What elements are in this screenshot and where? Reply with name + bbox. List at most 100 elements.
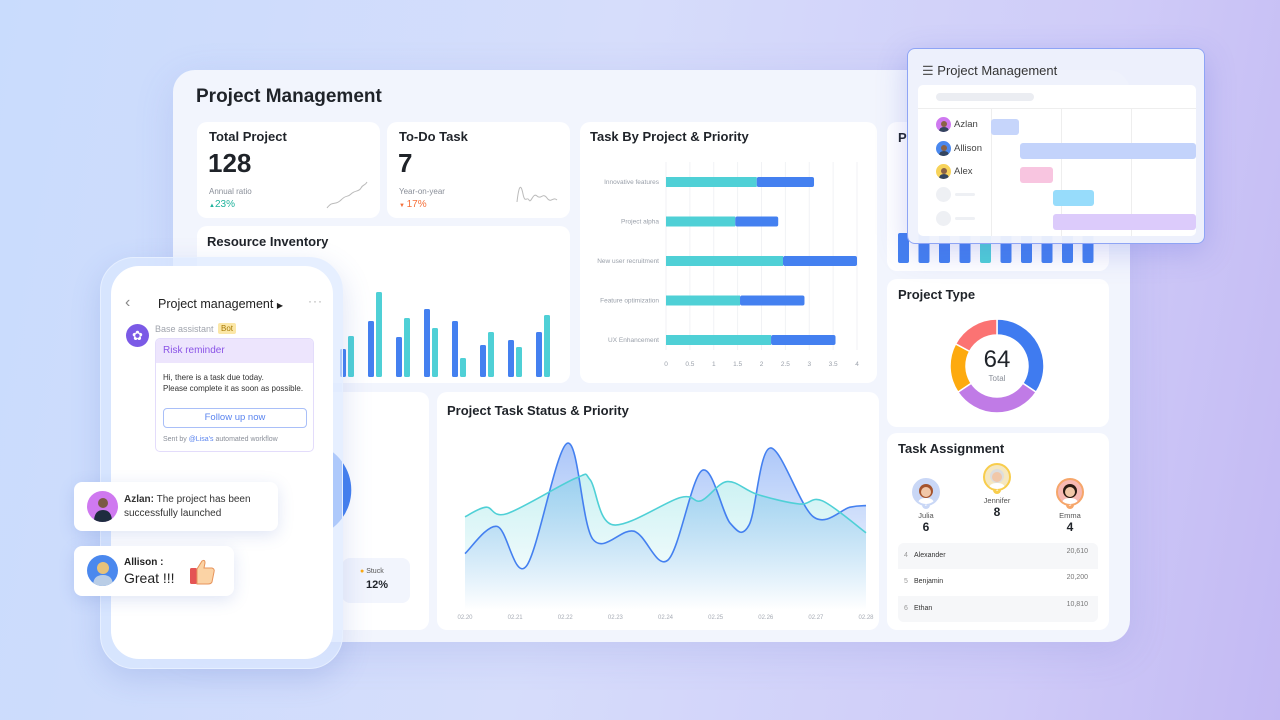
avatar [936,140,951,156]
podium-entry[interactable]: 1 Jennifer 8 [982,463,1012,519]
legend-label: Stuck [366,568,384,575]
podium-entry[interactable]: 2 Julia 6 [911,478,941,534]
category-label: Project alpha [621,219,659,226]
donut-total: 64 [983,346,1011,373]
x-tick-label: 02.21 [508,615,524,621]
gantt-person-placeholder [936,210,975,226]
message-line: Please complete it as soon as possible. [163,384,304,393]
ranking-row[interactable]: 4 Alexander 20,610 [898,543,1098,570]
bot-badge: Bot [218,323,237,334]
rank-badge: 3 [1066,501,1074,509]
x-tick-label: 02.26 [758,615,774,621]
gantt-bar[interactable] [991,119,1019,135]
gantt-bar[interactable] [1053,190,1094,206]
bar [460,358,466,377]
series-area [465,474,866,610]
more-icon[interactable]: ··· [308,294,323,308]
gantt-bar[interactable] [1053,214,1196,230]
podium-count: 8 [993,505,1001,519]
bar [544,315,550,377]
gantt-person[interactable]: Alex [936,164,972,179]
donut-slice [954,318,998,353]
ranking-list: 4 Alexander 20,610 5 Benjamin 20,200 6 E… [898,543,1098,622]
bar [898,233,909,263]
card-title: To-Do Task [399,129,468,144]
follow-up-button[interactable]: Follow up now [163,408,307,428]
x-tick-label: 0.5 [685,361,694,368]
total-project-value: 128 [208,148,252,178]
x-tick-label: 4 [855,361,859,368]
podium-count: 6 [922,520,930,534]
assistant-logo-icon: ✿ [126,324,149,347]
x-tick-label: 0 [664,361,668,368]
x-tick-label: 3.5 [829,361,838,368]
bar [404,318,410,377]
todo-task-card[interactable]: To-Do Task 7 Year-on-year ▼ 17% [387,122,570,218]
row-rank: 5 [904,578,908,586]
donut-slice [956,382,1038,414]
play-icon: ▶ [276,301,283,310]
sub-label: Year-on-year [399,187,445,196]
card-title: P [898,130,907,145]
x-tick-label: 02.22 [558,615,574,621]
total-project-card[interactable]: Total Project 128 Annual ratio ▲23% [197,122,380,218]
bar-segment [756,177,815,187]
bar [480,345,486,377]
legend-stuck: ● Stuck 12% [342,558,410,603]
task-by-project-chart: 0 0.5 1 1.5 2 2.5 3 3.5 4 Innovative features Proj… [597,162,859,368]
gantt-person[interactable]: Azlan [936,117,978,132]
chat-bubble-azlan: Azlan: The project has been successfully… [74,482,278,531]
x-tick-label: 1 [712,361,716,368]
rank-badge: 2 [922,501,930,509]
task-assignment-card: Task Assignment 2 Julia 6 1 Jennifer 8 3… [887,433,1109,630]
card-title: Task By Project & Priority [590,129,749,144]
bar [376,292,382,377]
chat-name: Azlan: [124,494,154,505]
podium-entry[interactable]: 3 Emma 4 [1055,478,1085,534]
chat-text: The project has been successfully launch… [124,494,251,519]
x-tick-label: 02.24 [658,615,674,621]
avatar [936,164,951,179]
back-icon[interactable]: ‹ [125,294,131,311]
dot-icon: ● [360,568,367,575]
page-title: Project Management [196,86,382,107]
thumbs-up-icon [190,559,215,585]
change-value: 23% [214,199,235,210]
gantt-title: Project Management [937,63,1058,78]
gantt-person[interactable]: Allison [936,140,982,156]
avatar [87,555,118,586]
gantt-bar[interactable] [1020,143,1196,159]
category-label: Feature optimization [600,298,659,305]
x-tick-label: 2.5 [781,361,790,368]
bar-segment [666,295,741,306]
x-tick-label: 3 [807,361,811,368]
row-value: 10,810 [1066,600,1088,608]
row-value: 20,610 [1066,548,1088,555]
bar-segment [735,216,779,227]
avatar [912,478,940,506]
person-name: Azlan [954,119,978,130]
mention-link[interactable]: @Lisa's [188,436,214,443]
bar [348,336,354,377]
phone-frame: ‹ Project management ▶ ··· ✿ Base assist… [100,257,343,669]
bar [424,309,430,377]
change-value: 17% [406,199,427,210]
bar-segment [782,256,857,266]
task-by-project-card: Task By Project & Priority 0 0.5 1 1.5 2 2.5 3… [580,122,877,383]
series-line [464,473,867,534]
chat-name: Allison : [124,557,164,568]
person-name: Alex [954,166,973,177]
x-tick-label: 02.27 [808,615,824,621]
rank-badge: 1 [993,486,1001,494]
card-title: Project Type [898,287,976,302]
bar-segment [666,177,757,187]
sparkline [326,181,368,209]
bar [508,340,514,377]
gantt-person-placeholder [936,187,975,202]
ranking-row[interactable]: 5 Benjamin 20,200 [898,569,1098,596]
gantt-header-placeholder [936,93,1034,101]
ranking-row[interactable]: 6 Ethan 10,810 [898,595,1098,622]
gantt-bar[interactable] [1020,167,1053,183]
series-line [464,442,867,570]
project-type-donut [949,318,1045,414]
